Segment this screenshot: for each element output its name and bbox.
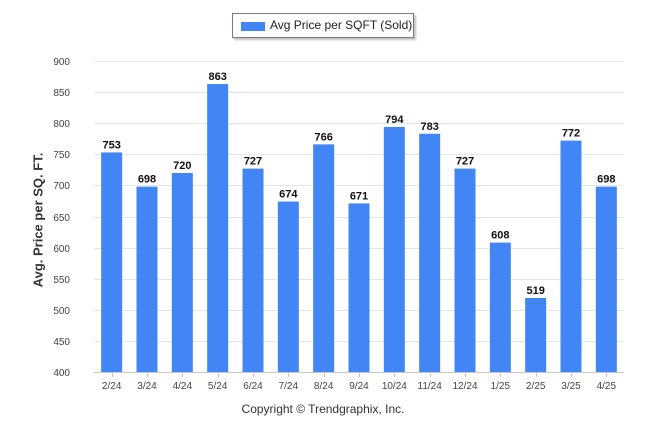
bar — [313, 144, 335, 372]
legend: Avg Price per SQFT (Sold) — [232, 13, 414, 38]
x-tick-label: 9/24 — [349, 381, 369, 392]
x-tick-label: 1/25 — [491, 381, 511, 392]
y-tick-label: 900 — [53, 57, 70, 68]
data-label: 794 — [385, 114, 404, 126]
x-tick-label: 11/24 — [418, 381, 443, 392]
data-label: 698 — [138, 174, 156, 186]
data-label: 698 — [597, 174, 615, 186]
bar — [454, 168, 476, 372]
data-label: 608 — [491, 230, 509, 242]
x-tick-label: 2/24 — [102, 381, 122, 392]
data-label: 863 — [208, 71, 226, 83]
data-label: 720 — [173, 160, 191, 172]
bar — [136, 186, 158, 372]
bar — [419, 133, 441, 372]
bar — [207, 84, 229, 372]
data-label: 519 — [526, 285, 544, 297]
data-label: 727 — [244, 156, 262, 168]
y-tick-label: 700 — [53, 181, 70, 192]
bar — [277, 201, 299, 372]
data-label: 772 — [562, 128, 580, 140]
y-tick-label: 850 — [53, 88, 70, 99]
data-label: 674 — [279, 189, 298, 201]
y-tick-label: 450 — [53, 337, 70, 348]
data-label: 766 — [314, 131, 332, 143]
x-tick-label: 2/25 — [526, 381, 546, 392]
data-label: 783 — [420, 121, 438, 133]
bar — [101, 152, 123, 372]
y-tick-label: 750 — [53, 150, 70, 161]
x-tick-label: 4/25 — [597, 381, 617, 392]
y-tick-label: 800 — [53, 119, 70, 130]
y-tick-label: 400 — [53, 368, 70, 379]
x-tick-label: 3/24 — [137, 381, 157, 392]
data-label: 671 — [350, 190, 368, 202]
x-tick-label: 10/24 — [382, 381, 407, 392]
bar — [383, 126, 405, 372]
y-tick-label: 550 — [53, 275, 70, 286]
copyright-credit: Copyright © Trendgraphix, Inc. — [241, 402, 405, 416]
bar — [242, 168, 264, 372]
bar — [348, 203, 370, 372]
x-tick-label: 3/25 — [561, 381, 581, 392]
legend-label: Avg Price per SQFT (Sold) — [270, 18, 413, 32]
bar — [489, 242, 511, 372]
bar — [525, 297, 547, 372]
x-tick-label: 7/24 — [279, 381, 299, 392]
y-tick-label: 600 — [53, 244, 70, 255]
x-tick-label: 8/24 — [314, 381, 334, 392]
bar — [560, 140, 582, 372]
y-tick-label: 650 — [53, 213, 70, 224]
bar — [595, 186, 617, 372]
x-tick-label: 4/24 — [173, 381, 193, 392]
bar — [171, 172, 193, 372]
legend-swatch — [241, 22, 265, 31]
y-tick-label: 500 — [53, 306, 70, 317]
data-label: 727 — [456, 156, 474, 168]
data-label: 753 — [102, 139, 120, 151]
x-tick-label: 5/24 — [208, 381, 228, 392]
x-tick-label: 6/24 — [243, 381, 263, 392]
x-tick-label: 12/24 — [452, 381, 477, 392]
